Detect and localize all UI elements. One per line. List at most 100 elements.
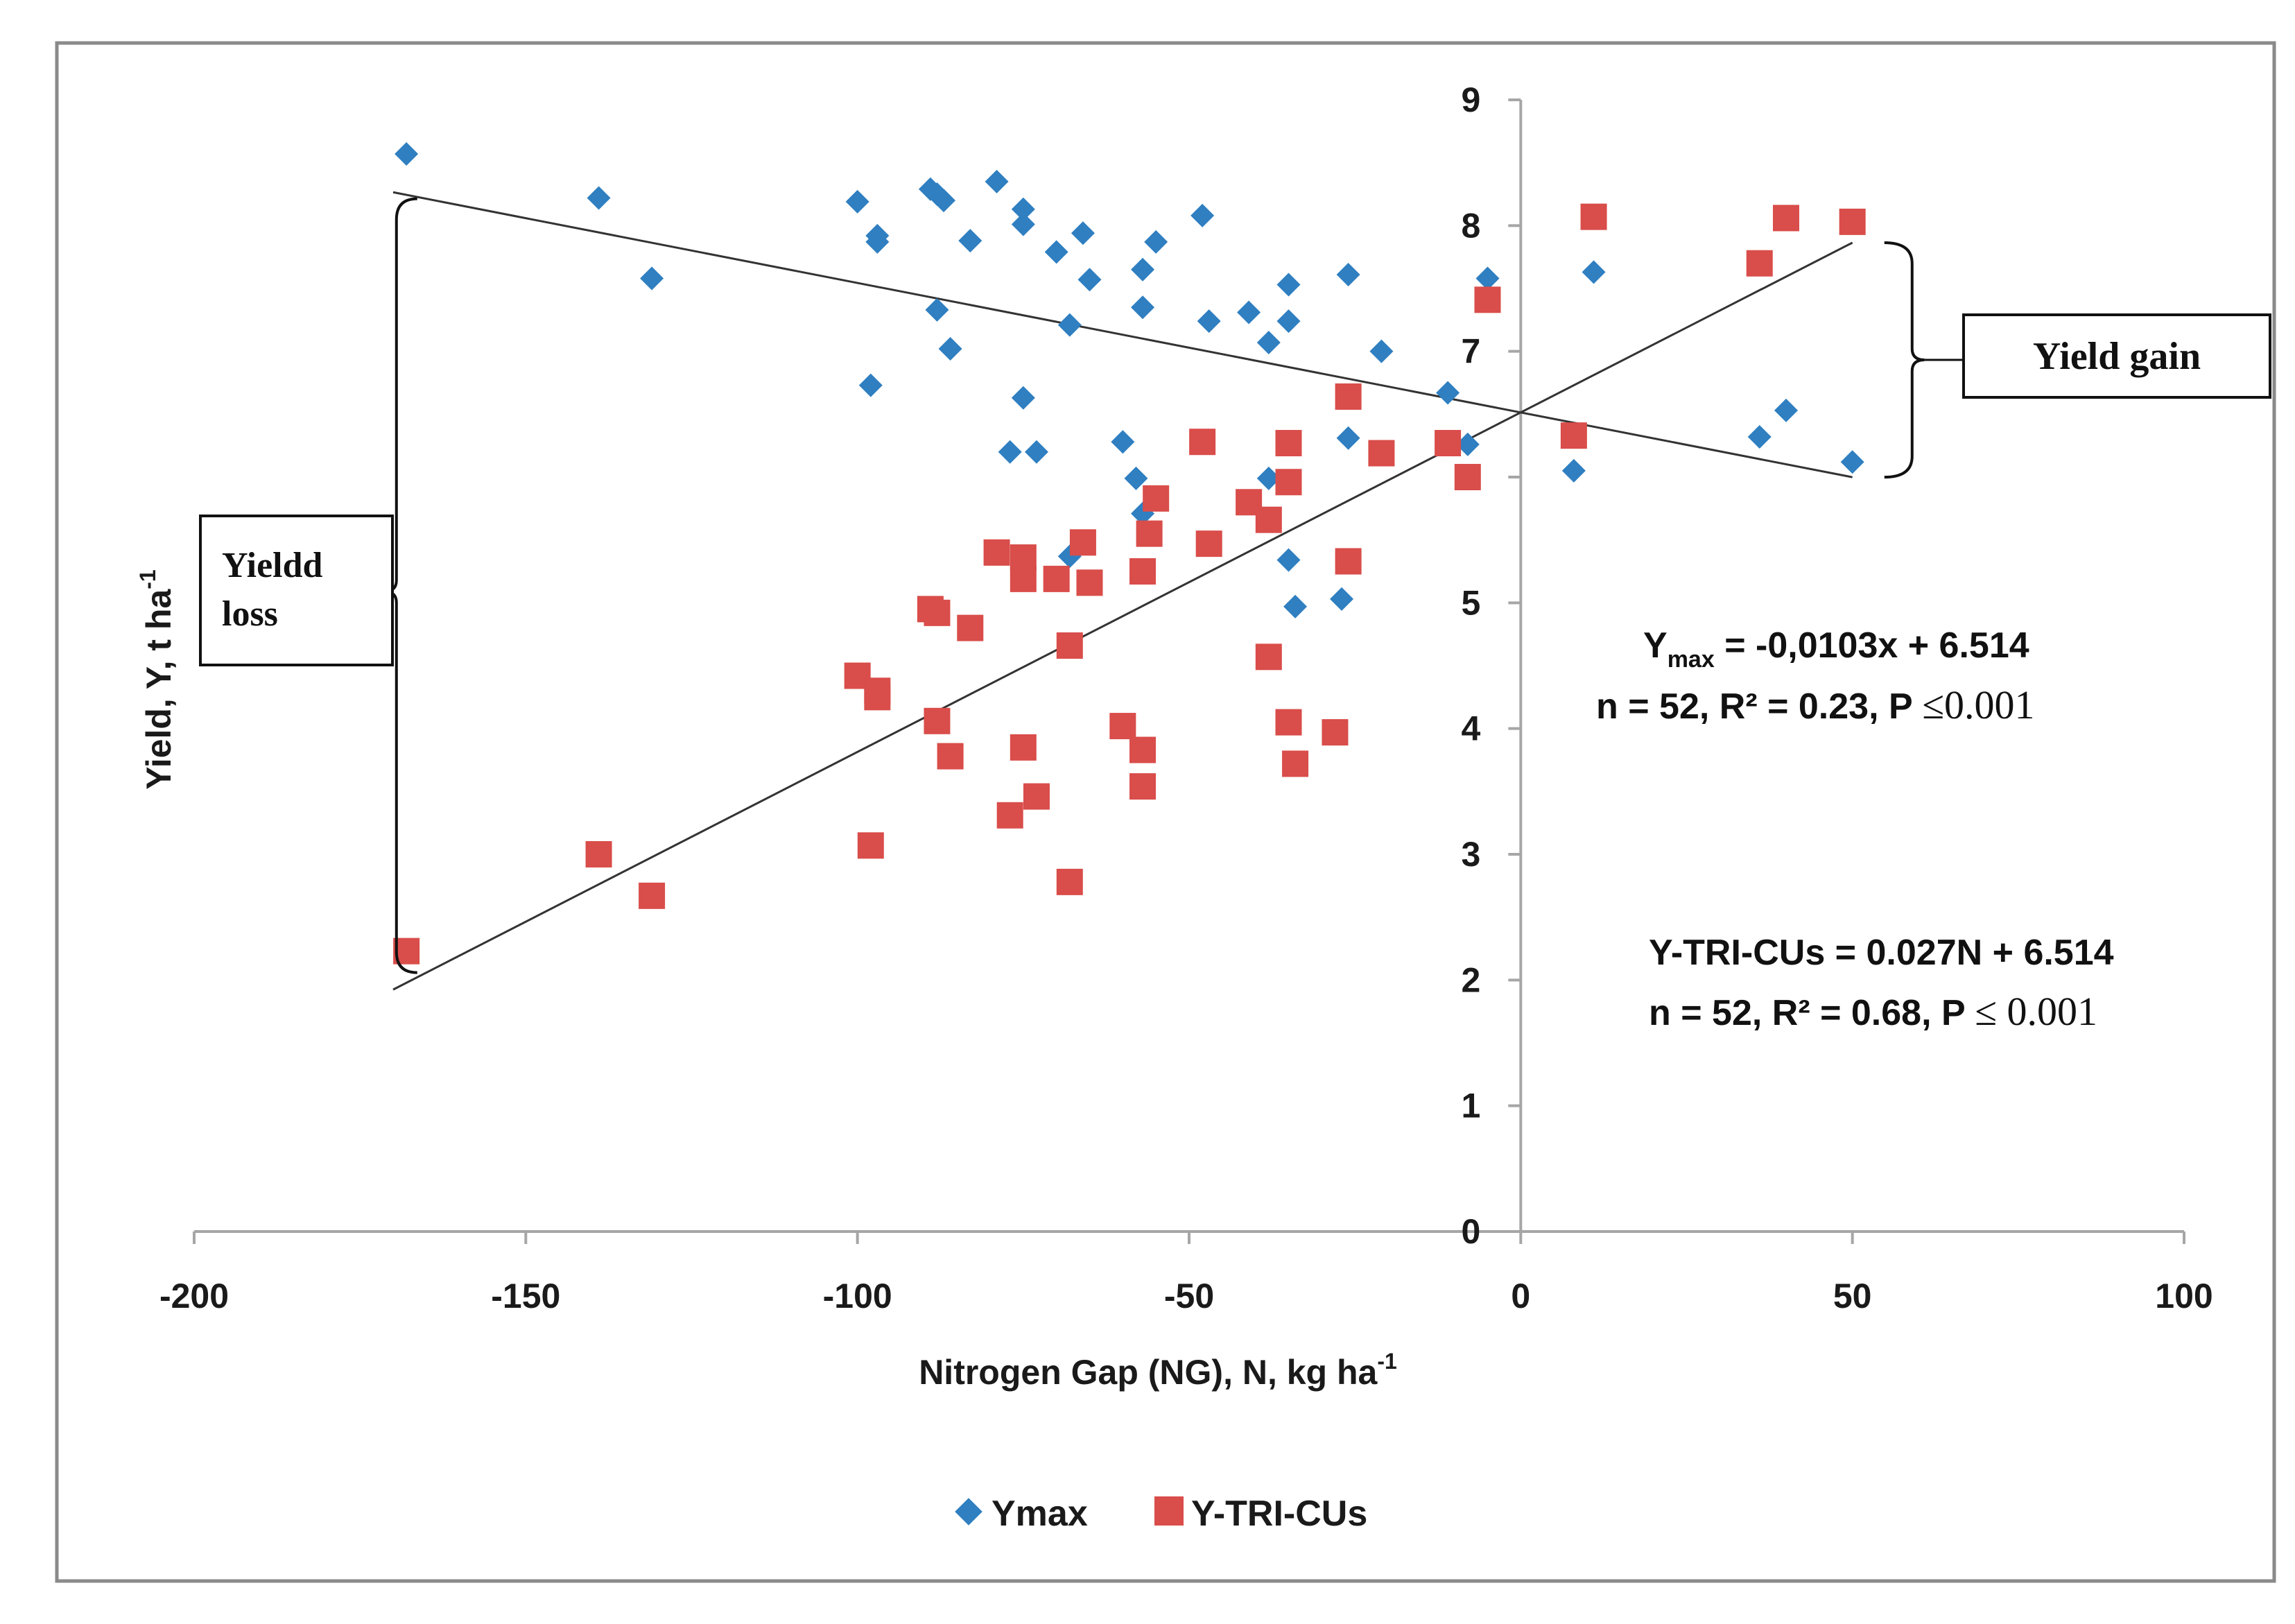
point-ytri [1043, 565, 1070, 592]
point-ymax [1369, 339, 1394, 363]
point-ytri [1056, 868, 1083, 895]
axes [193, 98, 2185, 1244]
point-ytri [857, 832, 884, 859]
point-ytri [1129, 773, 1157, 800]
point-ytri [1143, 485, 1170, 512]
point-ytri [1255, 643, 1282, 671]
x-tick-label: -100 [823, 1277, 892, 1315]
point-ymax [1336, 263, 1360, 287]
tri-equation: Y-TRI-CUs = 0.027N + 6.514 [1649, 933, 2114, 973]
ymax-stats: n = 52, R² = 0.23, P ≤0.001 [1596, 682, 2035, 727]
point-ymax [1276, 309, 1301, 334]
y-tick-label: 3 [1462, 835, 1481, 874]
point-ytri [1109, 713, 1136, 740]
x-tick-label: -50 [1164, 1277, 1214, 1315]
point-ymax [1256, 466, 1281, 490]
point-ytri [983, 539, 1010, 566]
legend: Ymax Y-TRI-CUs [955, 1494, 1367, 1534]
point-ymax [1111, 430, 1135, 454]
point-ymax [1840, 450, 1864, 474]
trendline-ymax [392, 191, 1853, 478]
point-ytri [585, 841, 612, 867]
point-ytri [1010, 565, 1037, 592]
point-ymax [1237, 300, 1261, 325]
legend-label-ytri: Y-TRI-CUs [1191, 1494, 1367, 1534]
x-tick-label: 100 [2155, 1277, 2212, 1315]
y-tick-label: 4 [1462, 709, 1481, 748]
point-ymax [1330, 587, 1354, 611]
yield-loss-box [199, 515, 394, 666]
point-ytri [1839, 208, 1866, 235]
point-ymax [1256, 330, 1281, 354]
point-ymax [925, 297, 949, 322]
x-tick-label: 0 [1511, 1277, 1530, 1315]
point-ytri [924, 707, 951, 734]
point-ymax [1044, 240, 1068, 264]
point-ytri [1474, 286, 1501, 313]
point-ymax [998, 440, 1022, 464]
point-ymax [1582, 260, 1606, 284]
point-ymax [1077, 268, 1102, 292]
point-ymax [395, 141, 419, 166]
point-ytri [1275, 469, 1302, 496]
point-ytri [1560, 422, 1587, 449]
point-ytri [864, 684, 891, 711]
point-ymax [1144, 230, 1168, 254]
point-ymax [1071, 221, 1095, 245]
point-ymax [1057, 313, 1082, 337]
point-ytri [1189, 429, 1216, 456]
point-ytri [1773, 205, 1799, 232]
y-tick-label: 7 [1462, 332, 1481, 371]
point-ytri [996, 802, 1023, 829]
y-tick-label: 1 [1462, 1087, 1481, 1125]
point-ymax [587, 186, 611, 210]
point-ytri [1023, 783, 1050, 810]
legend-label-ymax: Ymax [991, 1494, 1088, 1534]
point-ytri [639, 882, 666, 909]
point-ymax [1283, 594, 1308, 619]
point-ytri [1275, 709, 1302, 736]
ymax-equation: Ymax = -0,0103x + 6.514 [1643, 625, 2029, 673]
point-ymax [1131, 295, 1155, 320]
point-ytri [1322, 719, 1349, 746]
point-ytri [1282, 750, 1309, 777]
point-ymax [958, 229, 982, 253]
yield-gain-label: Yield gain [2033, 335, 2201, 378]
point-ymax [1561, 458, 1586, 483]
point-ymax [1011, 386, 1035, 410]
point-ytri [1335, 548, 1362, 575]
point-ymax [932, 189, 956, 213]
point-ymax [1011, 212, 1035, 236]
point-ymax [938, 337, 962, 361]
point-ytri [1580, 203, 1607, 230]
x-tick-label: 50 [1833, 1277, 1872, 1315]
y-tick-label: 9 [1462, 80, 1481, 119]
legend-marker-ytri [1154, 1496, 1184, 1526]
trendline-ytri [392, 241, 1853, 991]
point-ytri [1069, 529, 1096, 556]
y-tick-label: 5 [1462, 583, 1481, 622]
yield-gain-box [1962, 313, 2271, 399]
y-axis-title: Yield, Y, t ha-1 [135, 569, 178, 789]
legend-marker-ymax [955, 1498, 982, 1526]
point-ytri [1255, 506, 1282, 533]
point-ytri [1368, 440, 1395, 467]
x-tick-label: -150 [491, 1277, 560, 1315]
y-tick-label: 2 [1462, 960, 1481, 999]
point-ytri [1076, 569, 1103, 596]
point-ymax [1747, 424, 1772, 449]
point-ymax [1131, 257, 1155, 282]
y-tick-label: 0 [1462, 1212, 1481, 1251]
point-ymax [1011, 197, 1035, 221]
point-ytri [1454, 464, 1481, 490]
point-ymax [865, 230, 890, 254]
point-ytri [1136, 520, 1163, 547]
point-ymax [1197, 309, 1221, 334]
point-ymax [1276, 548, 1301, 572]
trendlines [392, 191, 1853, 991]
point-ymax [1276, 273, 1301, 297]
point-ymax [1774, 398, 1798, 422]
point-ytri [1129, 736, 1157, 763]
tri-stats: n = 52, R² = 0.68, P ≤ 0.001 [1649, 989, 2097, 1034]
